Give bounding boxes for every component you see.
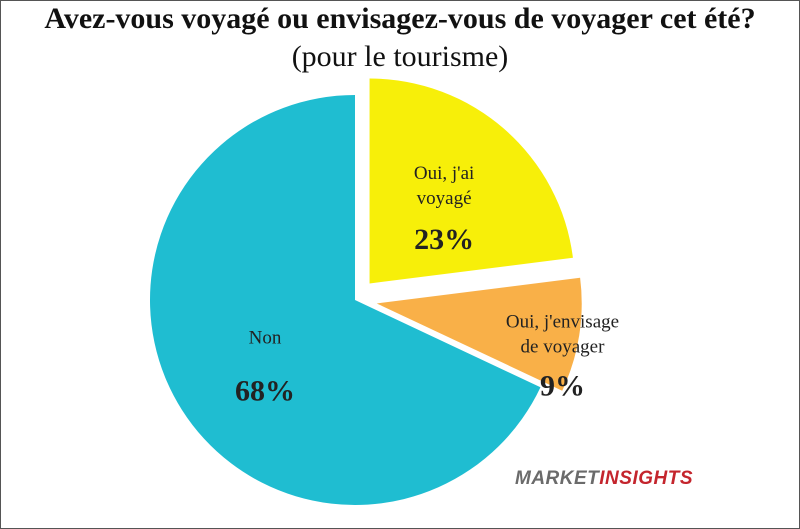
slice-label-2-line-0: Non	[249, 328, 282, 349]
market-insights-logo: MARKETINSIGHTS	[515, 468, 693, 490]
logo-part-1: MARKET	[515, 468, 600, 489]
slice-label-0-line-0: Oui, j'ai	[414, 163, 474, 184]
slice-value-2: 68%	[235, 375, 295, 408]
slice-label-0-line-1: voyagé	[417, 188, 472, 209]
slice-label-1-line-1: de voyager	[521, 336, 606, 357]
logo-part-2: INSIGHTS	[599, 468, 694, 489]
slice-value-1: 9%	[540, 369, 585, 402]
slice-value-0: 23%	[414, 223, 474, 256]
pie-slice-1	[376, 277, 582, 391]
chart-subtitle: (pour le tourisme)	[291, 40, 509, 73]
pie-slice-0	[369, 78, 573, 284]
pie-slice-2	[150, 94, 541, 505]
slice-label-1-line-0: Oui, j'envisage	[506, 311, 619, 332]
chart-title: Avez-vous voyagé ou envisagez-vous de vo…	[44, 2, 756, 35]
